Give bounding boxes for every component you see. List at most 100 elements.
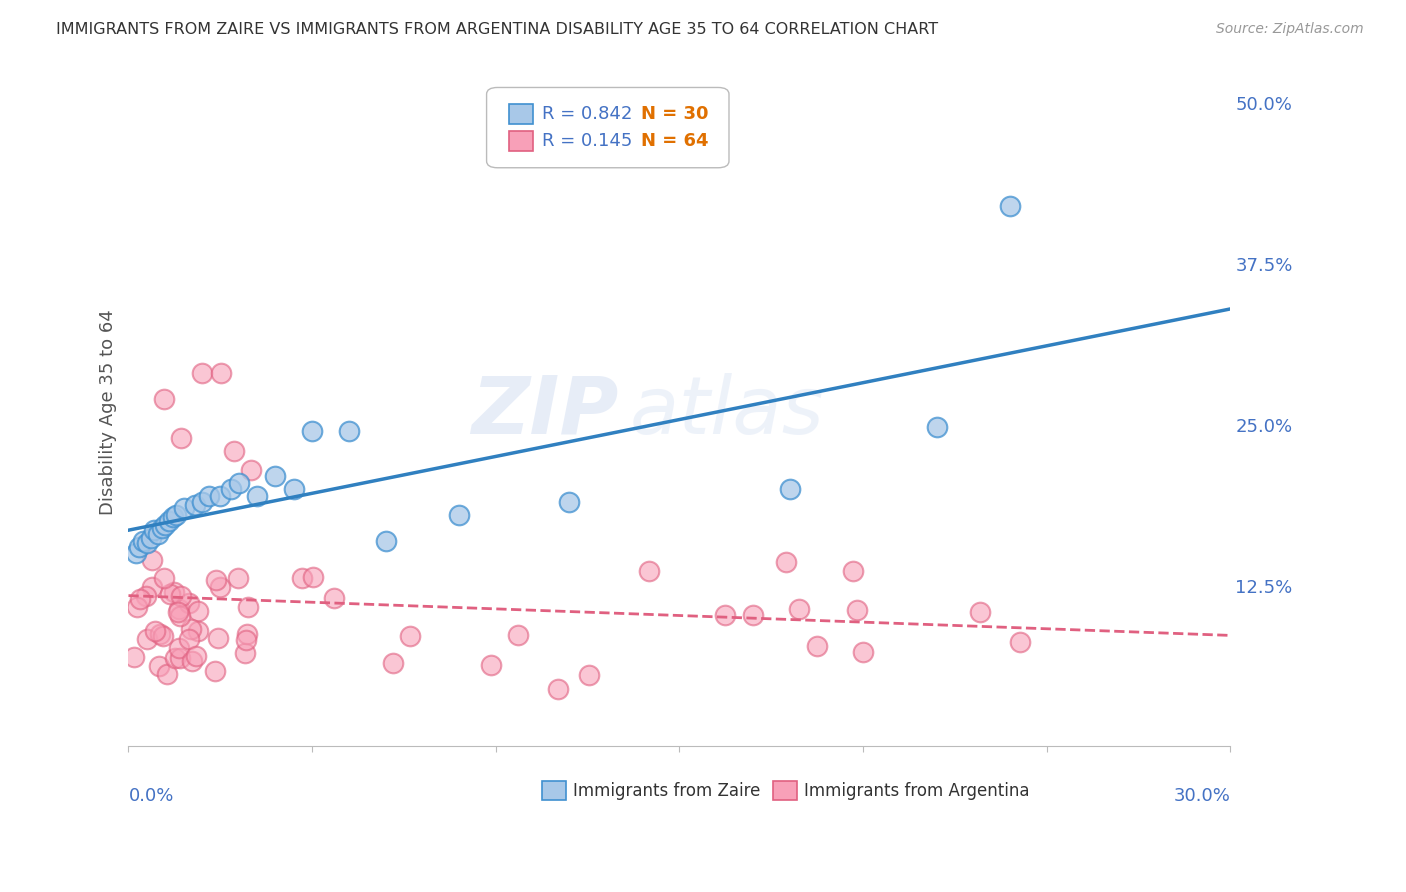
Point — [163, 585, 186, 599]
Point — [226, 571, 249, 585]
Point — [177, 632, 200, 646]
Text: N = 64: N = 64 — [641, 132, 709, 150]
Point — [128, 592, 150, 607]
Point — [191, 367, 214, 381]
Point — [191, 495, 214, 509]
Point — [291, 571, 314, 585]
Point — [184, 648, 207, 663]
Point — [177, 596, 200, 610]
Point — [842, 564, 865, 578]
Point — [181, 653, 204, 667]
Point — [128, 540, 150, 554]
Point — [806, 639, 828, 653]
Point — [204, 573, 226, 587]
Point — [578, 668, 600, 682]
Point — [127, 599, 149, 614]
Point — [166, 605, 188, 619]
Point — [221, 482, 243, 496]
Text: Immigrants from Argentina: Immigrants from Argentina — [804, 781, 1029, 799]
Point — [969, 605, 991, 619]
Point — [558, 495, 581, 509]
Point — [146, 527, 169, 541]
Point — [173, 501, 195, 516]
Point — [143, 624, 166, 639]
Point — [165, 508, 187, 522]
Point — [337, 424, 360, 438]
Point — [149, 627, 172, 641]
Point — [228, 475, 250, 490]
Point — [479, 657, 502, 672]
Text: ZIP: ZIP — [471, 373, 619, 451]
Point — [132, 533, 155, 548]
Point — [323, 591, 346, 606]
Point — [301, 424, 323, 438]
Point — [187, 624, 209, 638]
Text: R = 0.842: R = 0.842 — [541, 105, 633, 123]
Point — [153, 392, 176, 406]
Point — [246, 489, 269, 503]
Point — [167, 602, 190, 616]
Point — [925, 420, 948, 434]
Point — [233, 646, 256, 660]
Point — [789, 601, 811, 615]
Point — [264, 469, 287, 483]
Point — [135, 589, 157, 603]
Point — [187, 605, 209, 619]
Y-axis label: Disability Age 35 to 64: Disability Age 35 to 64 — [100, 309, 117, 515]
Point — [1008, 635, 1031, 649]
Point — [235, 633, 257, 648]
Point — [846, 603, 869, 617]
Point — [165, 651, 187, 665]
Point — [775, 555, 797, 569]
Point — [209, 367, 232, 381]
Point — [152, 629, 174, 643]
Point — [159, 587, 181, 601]
Point — [152, 571, 174, 585]
Text: N = 30: N = 30 — [641, 105, 709, 123]
Point — [240, 463, 263, 477]
Text: Immigrants from Zaire: Immigrants from Zaire — [572, 781, 759, 799]
Point — [447, 508, 470, 522]
Point — [374, 533, 396, 548]
Text: Source: ZipAtlas.com: Source: ZipAtlas.com — [1216, 22, 1364, 37]
FancyBboxPatch shape — [486, 87, 728, 168]
Point — [506, 627, 529, 641]
Text: 0.0%: 0.0% — [128, 787, 174, 805]
Point — [141, 553, 163, 567]
Point — [713, 608, 735, 623]
Point — [169, 651, 191, 665]
Point — [302, 570, 325, 584]
Point — [283, 482, 305, 496]
Point — [143, 524, 166, 538]
Point — [180, 623, 202, 637]
Point — [224, 443, 246, 458]
Point — [547, 681, 569, 696]
Text: IMMIGRANTS FROM ZAIRE VS IMMIGRANTS FROM ARGENTINA DISABILITY AGE 35 TO 64 CORRE: IMMIGRANTS FROM ZAIRE VS IMMIGRANTS FROM… — [56, 22, 938, 37]
Point — [204, 664, 226, 678]
Point — [157, 514, 180, 528]
Point — [207, 632, 229, 646]
Point — [169, 640, 191, 655]
Point — [183, 498, 205, 512]
Text: 30.0%: 30.0% — [1174, 787, 1230, 805]
Bar — [773, 781, 797, 800]
Point — [162, 510, 184, 524]
Point — [852, 645, 875, 659]
Point — [398, 630, 420, 644]
Point — [148, 659, 170, 673]
Point — [209, 489, 232, 503]
Point — [236, 627, 259, 641]
Point — [153, 518, 176, 533]
Text: R = 0.145: R = 0.145 — [541, 132, 633, 150]
Bar — [509, 131, 533, 151]
Point — [156, 666, 179, 681]
Point — [741, 608, 763, 623]
Point — [150, 521, 173, 535]
Point — [638, 564, 661, 578]
Point — [141, 580, 163, 594]
Point — [382, 657, 405, 671]
Point — [139, 531, 162, 545]
Point — [169, 609, 191, 624]
Point — [122, 650, 145, 665]
Bar — [541, 781, 565, 800]
